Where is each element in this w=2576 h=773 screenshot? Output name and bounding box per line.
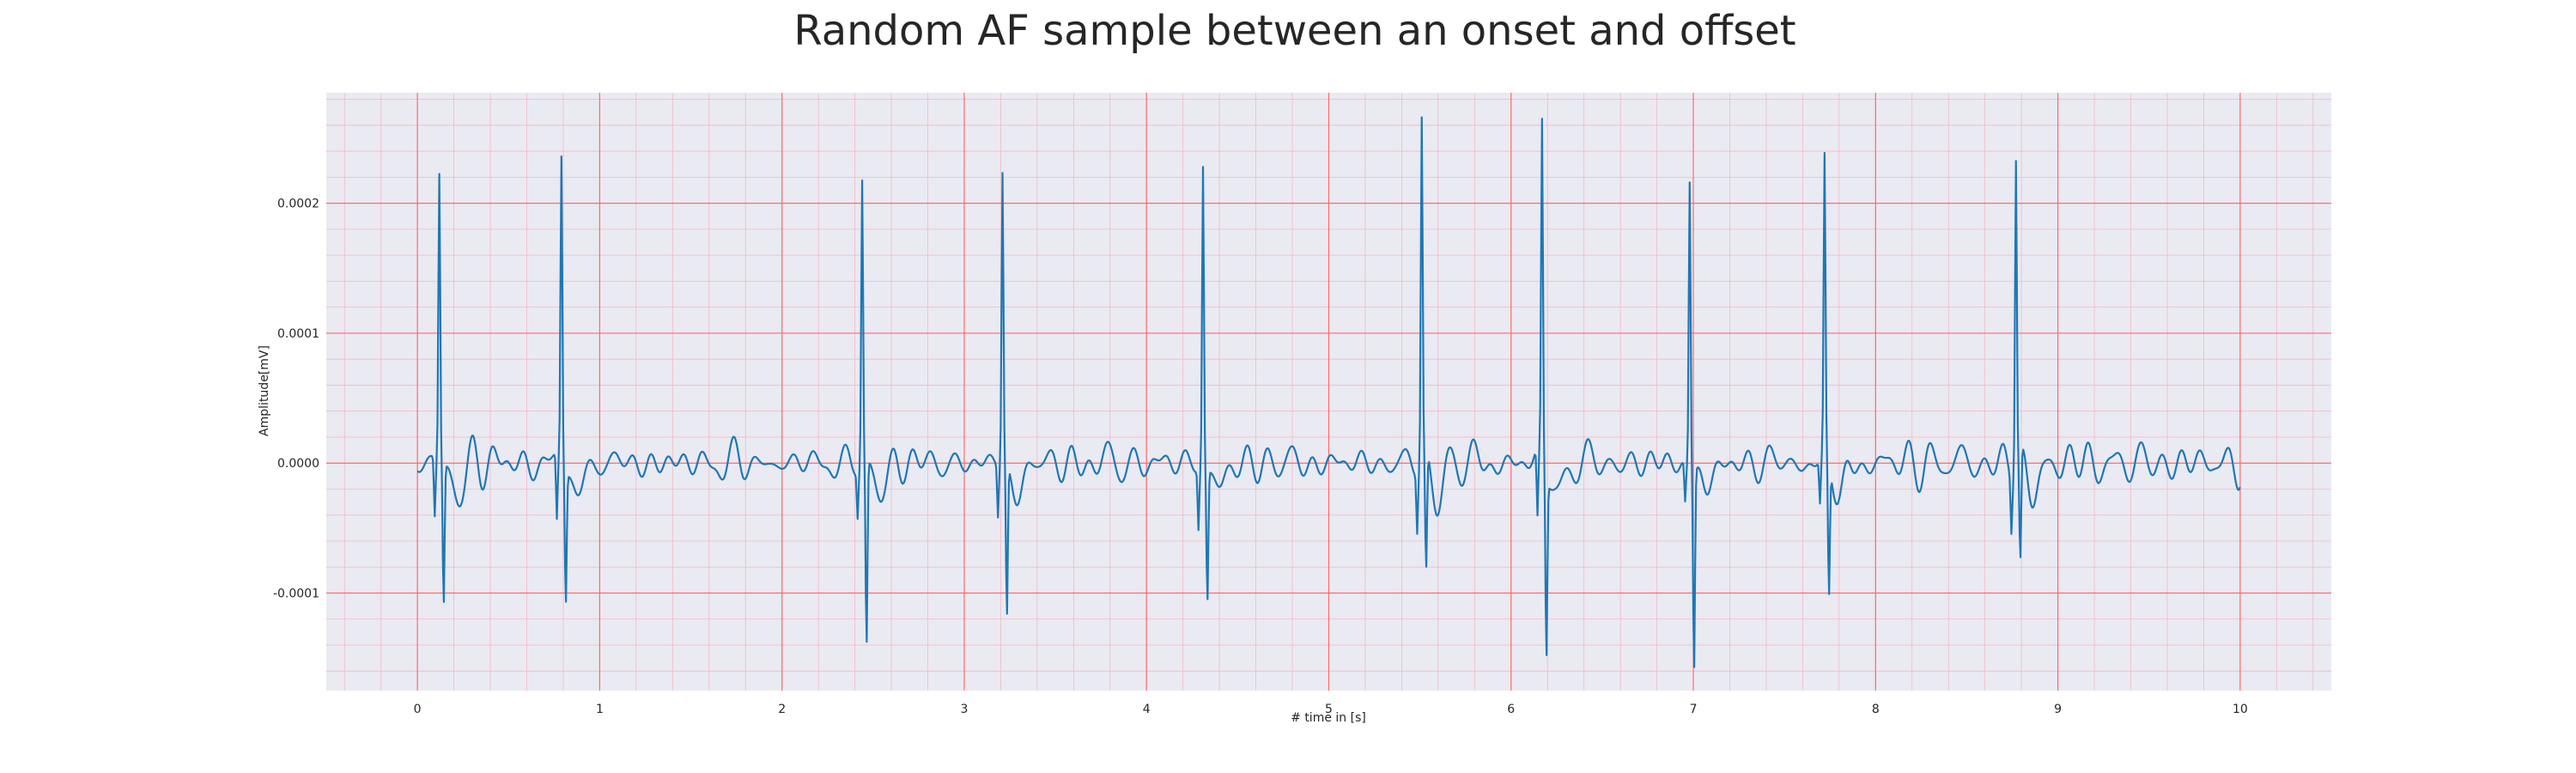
- x-tick-label: 5: [1325, 703, 1333, 716]
- x-axis-label: # time in [s]: [1291, 711, 1366, 725]
- x-tick-label: 3: [960, 703, 968, 716]
- x-tick-label: 6: [1507, 703, 1515, 716]
- x-tick-label: 7: [1690, 703, 1698, 716]
- x-tick-label: 10: [2233, 703, 2248, 716]
- x-tick-label: 0: [414, 703, 422, 716]
- y-tick-label: 0.0000: [277, 457, 319, 471]
- y-tick-label: 0.0001: [277, 327, 319, 341]
- x-tick-label: 4: [1143, 703, 1151, 716]
- x-tick-label: 1: [596, 703, 604, 716]
- y-axis-label: Amplitude[mV]: [258, 345, 271, 436]
- x-tick-label: 8: [1872, 703, 1880, 716]
- y-tick-labels: -0.0001 0.0000 0.0001 0.0002: [273, 198, 319, 601]
- y-tick-label: 0.0002: [277, 198, 319, 211]
- major-grid: [326, 93, 2331, 691]
- y-tick-label: -0.0001: [273, 587, 319, 601]
- signal-series: [416, 116, 2241, 668]
- x-tick-label: 2: [778, 703, 786, 716]
- signal-line: [416, 116, 2241, 668]
- x-tick-labels: 0 1 2 3 4 5 6 7 8 9 10: [414, 703, 2248, 716]
- x-tick-label: 9: [2054, 703, 2062, 716]
- chart-title: Random AF sample between an onset and of…: [793, 7, 1795, 55]
